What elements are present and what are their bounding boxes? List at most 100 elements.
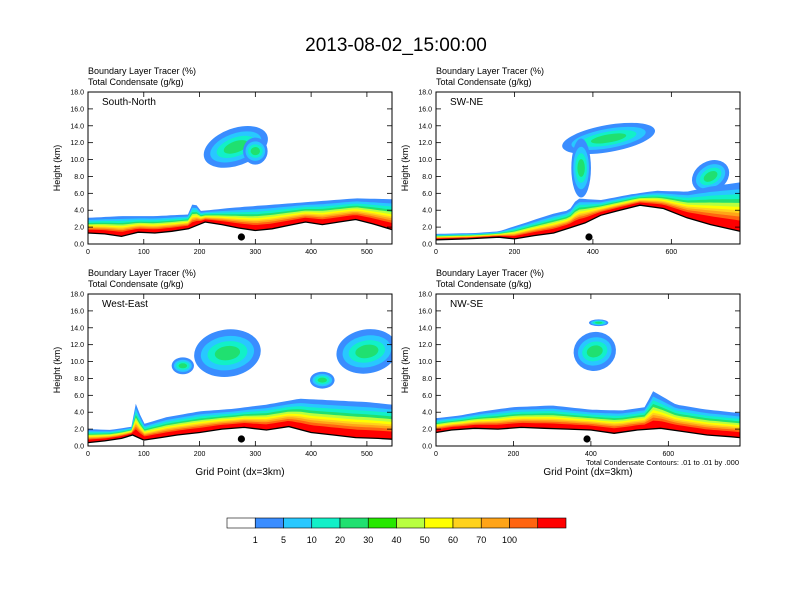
panel-header-tracer: Boundary Layer Tracer (%) (88, 66, 196, 76)
ytick-label: 10.0 (418, 359, 432, 366)
plot-frame (87, 293, 393, 447)
colorbar-box (254, 517, 284, 529)
location-marker (583, 435, 591, 443)
xtick-label: 400 (305, 249, 317, 256)
cloud-0 (194, 329, 261, 377)
terrain-fill (436, 205, 740, 244)
ytick-label: 8.0 (74, 376, 84, 383)
plot-area (436, 294, 740, 446)
xtick-label: 0 (86, 249, 90, 256)
xtick-label: 300 (249, 451, 261, 458)
cloud-0 (573, 331, 616, 371)
ytick-label: 14.0 (70, 325, 84, 332)
ytick-label: 12.0 (70, 140, 84, 147)
ytick-label: 18.0 (418, 90, 432, 97)
panel-west-east: Boundary Layer Tracer (%)Total Condensat… (52, 268, 393, 478)
ytick-label: 6.0 (422, 393, 432, 400)
panel-header-tracer: Boundary Layer Tracer (%) (436, 66, 544, 76)
xtick-label: 100 (138, 249, 150, 256)
ytick-label: 14.0 (418, 325, 432, 332)
cloud-layer-30 (178, 363, 188, 369)
colorbar-label: 70 (476, 535, 486, 545)
xtick-label: 0 (86, 451, 90, 458)
panel-header-condensate: Total Condensate (g/kg) (88, 77, 184, 87)
plot-area (88, 92, 392, 244)
xtick-label: 0 (434, 451, 438, 458)
ytick-label: 8.0 (422, 376, 432, 383)
cloud-1 (243, 137, 268, 165)
terrain-line (88, 425, 392, 444)
xtick-label: 0 (434, 249, 438, 256)
colorbar-box (396, 517, 426, 529)
cloud-layer-30 (577, 159, 585, 177)
colorbar-box (424, 517, 454, 529)
panel-label: SW-NE (450, 97, 483, 108)
panel-header-condensate: Total Condensate (g/kg) (88, 279, 184, 289)
colorbar: 1 5 10 20 30 40 50 60 70 100 (226, 517, 567, 545)
ytick-label: 4.0 (422, 208, 432, 215)
ytick-label: 10.0 (70, 157, 84, 164)
colorbar-label: 60 (448, 535, 458, 545)
ytick-label: 16.0 (70, 308, 84, 315)
contour-footnote: Total Condensate Contours: .01 to .01 by… (586, 458, 739, 467)
y-axis-label: Height (km) (52, 145, 62, 192)
plot-frame (87, 91, 393, 245)
cloud-1 (588, 319, 609, 327)
colorbar-box (226, 517, 256, 529)
cloud-layer-30 (594, 321, 603, 324)
ytick-label: 12.0 (70, 342, 84, 349)
cloud-layer-30 (223, 140, 248, 154)
terrain-line (88, 218, 392, 238)
panel-header-tracer: Boundary Layer Tracer (%) (88, 268, 196, 278)
colorbar-label: 50 (420, 535, 430, 545)
ytick-label: 18.0 (418, 292, 432, 299)
y-axis-label: Height (km) (400, 347, 410, 394)
y-axis-label: Height (km) (52, 347, 62, 394)
ytick-label: 12.0 (418, 342, 432, 349)
cloud-3 (310, 371, 335, 389)
colorbar-label: 40 (391, 535, 401, 545)
ytick-label: 16.0 (418, 106, 432, 113)
ytick-label: 4.0 (422, 410, 432, 417)
xtick-label: 400 (585, 451, 597, 458)
colorbar-label: 30 (363, 535, 373, 545)
plot-area (88, 294, 392, 446)
panel-label: South-North (102, 97, 156, 108)
colorbar-box (509, 517, 539, 529)
plot-frame (435, 293, 741, 447)
ytick-label: 0.0 (74, 242, 84, 249)
panel-label: West-East (102, 299, 148, 310)
terrain-line (436, 204, 740, 241)
terrain-fill (88, 219, 392, 244)
cloud-1 (336, 329, 392, 374)
colorbar-box (367, 517, 397, 529)
colorbar-label: 20 (335, 535, 345, 545)
cloud-layer-30 (703, 171, 718, 182)
xtick-label: 200 (508, 451, 520, 458)
ytick-label: 0.0 (422, 242, 432, 249)
cloud-layer-30 (586, 345, 603, 358)
plot-frame (435, 91, 741, 245)
ytick-label: 10.0 (70, 359, 84, 366)
xtick-label: 100 (138, 451, 150, 458)
y-axis-label: Height (km) (400, 145, 410, 192)
xtick-label: 200 (194, 451, 206, 458)
panels: Boundary Layer Tracer (%)Total Condensat… (52, 66, 741, 478)
x-axis-label: Grid Point (dx=3km) (543, 467, 632, 478)
ytick-label: 0.0 (422, 444, 432, 451)
ytick-label: 2.0 (74, 225, 84, 232)
ytick-label: 12.0 (418, 140, 432, 147)
cloud-layer-30 (317, 377, 327, 383)
colorbar-label: 10 (307, 535, 317, 545)
ytick-label: 6.0 (74, 191, 84, 198)
colorbar-label: 1 (253, 535, 258, 545)
location-marker (237, 233, 245, 241)
ytick-label: 14.0 (70, 123, 84, 130)
panel-nw-se: Boundary Layer Tracer (%)Total Condensat… (400, 268, 741, 478)
cloud-layer-30 (250, 147, 261, 156)
panel-header-condensate: Total Condensate (g/kg) (436, 77, 532, 87)
xtick-label: 300 (249, 249, 261, 256)
cloud-2 (691, 160, 730, 193)
panel-sw-ne: Boundary Layer Tracer (%)Total Condensat… (400, 66, 741, 256)
